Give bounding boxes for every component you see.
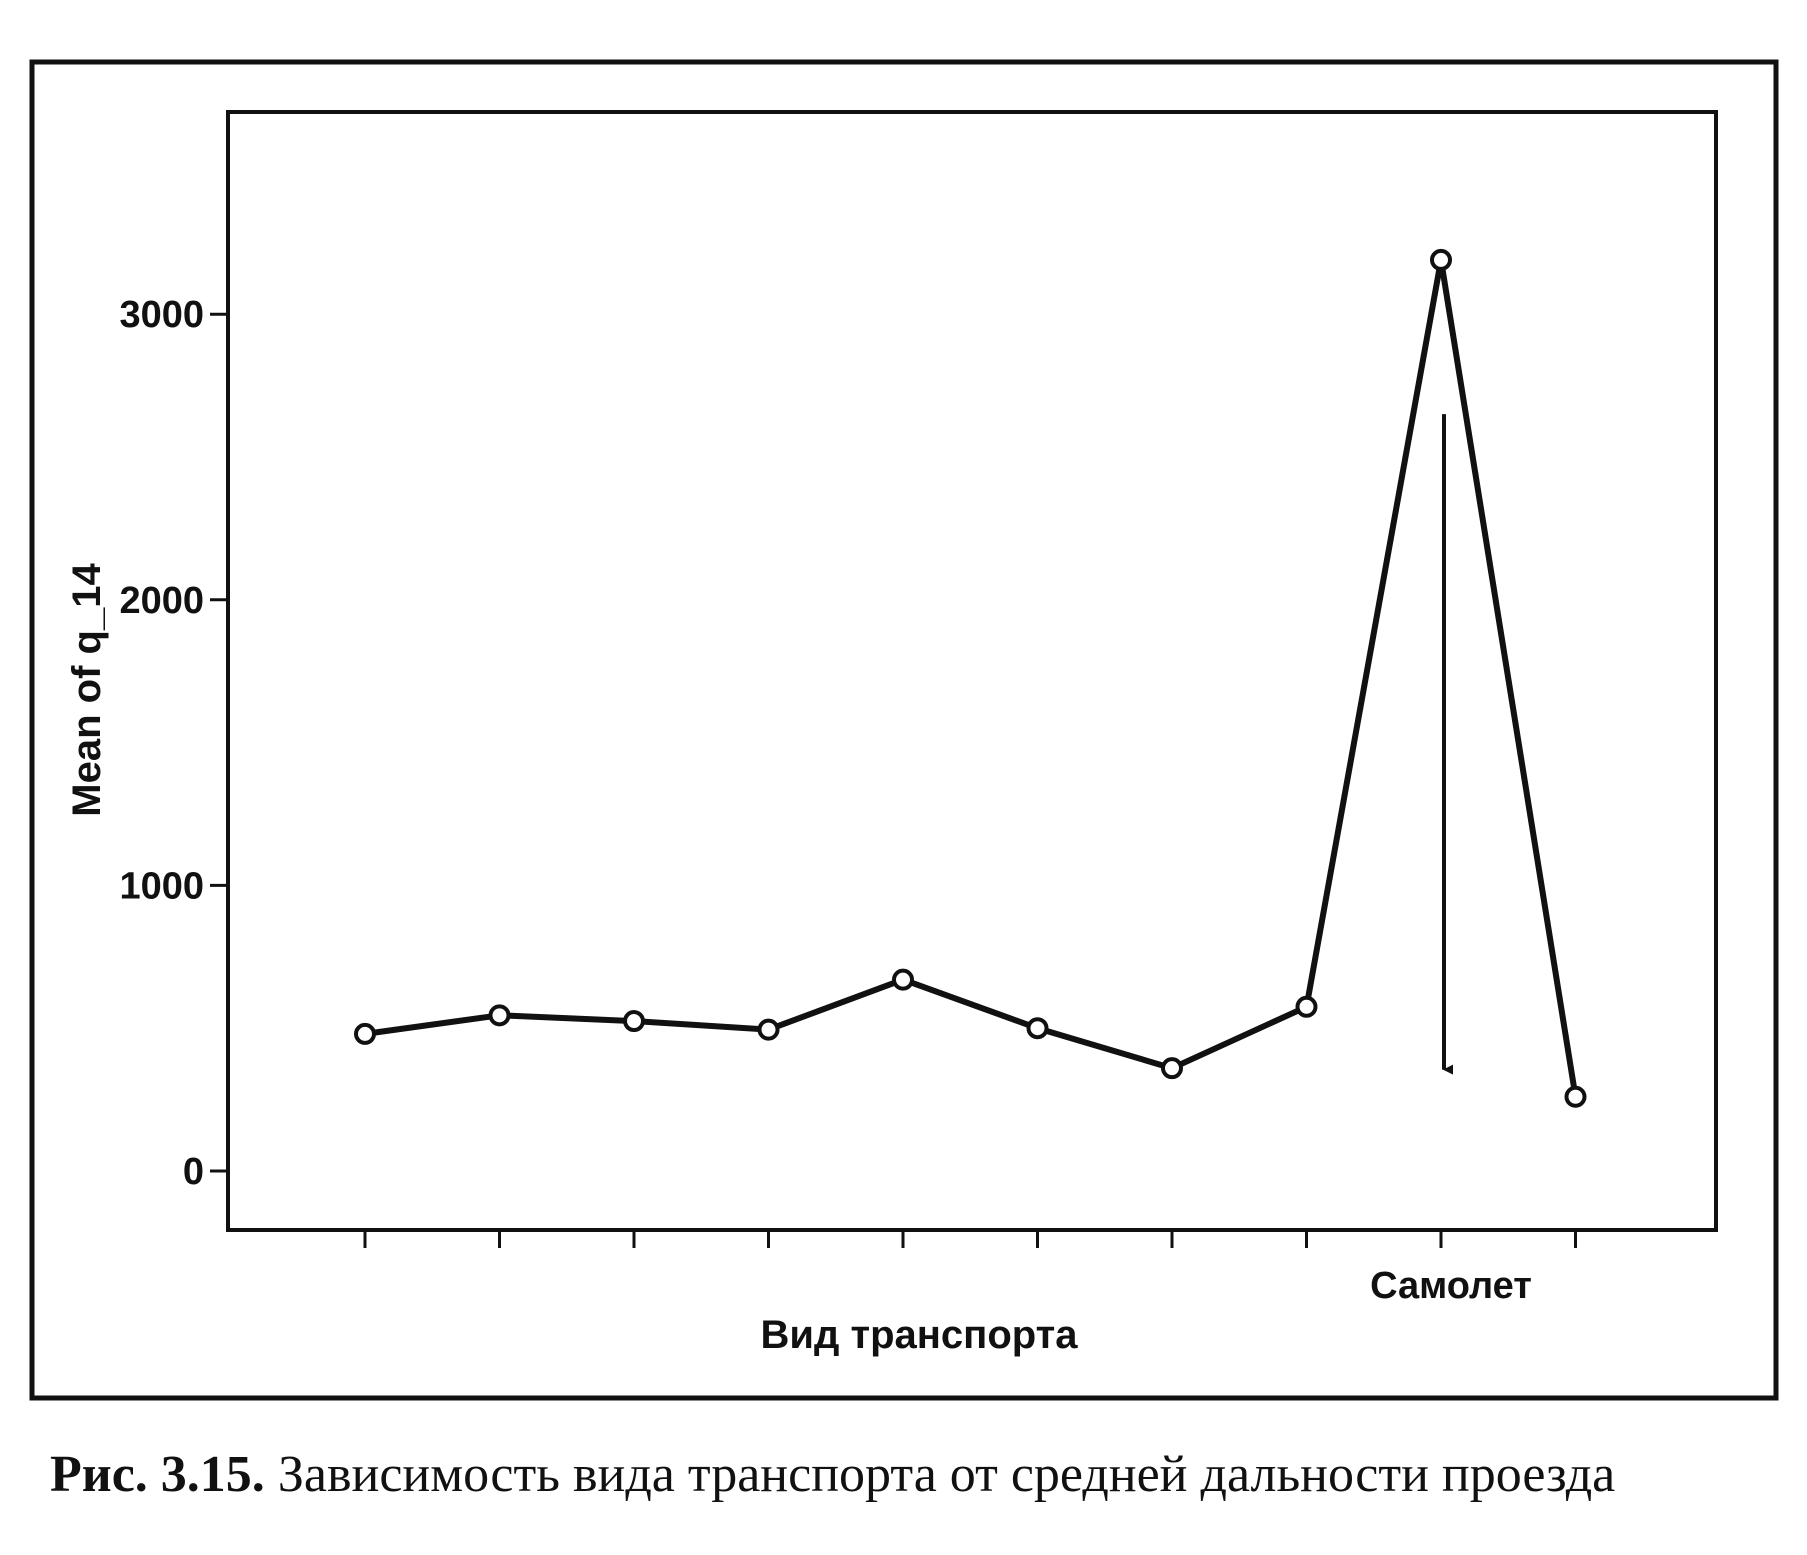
y-axis: 0 1000 2000 3000 <box>119 294 228 1193</box>
series-line <box>364 256 1579 1098</box>
y-tick-label: 3000 <box>119 294 204 336</box>
data-point <box>1430 248 1452 271</box>
figure-caption-text: Зависимость вида транспорта от средней д… <box>277 1446 1616 1503</box>
figure-caption-label: Рис. 3.15. <box>50 1446 265 1503</box>
data-point <box>1564 1085 1587 1108</box>
data-point <box>623 1010 645 1033</box>
data-point <box>1161 1057 1183 1080</box>
y-axis-title: Mean of q_14 <box>65 563 109 817</box>
outer-frame <box>29 59 1779 1401</box>
data-point <box>488 1004 511 1027</box>
data-point <box>354 1022 376 1045</box>
series-line-path <box>364 256 1579 1098</box>
y-tick-label: 1000 <box>119 865 204 907</box>
data-point <box>1295 995 1318 1018</box>
x-axis-title: Вид транспорта <box>761 1313 1079 1357</box>
y-tick-label: 0 <box>183 1151 204 1193</box>
figure-caption: Рис. 3.15. Зависимость вида транспорта о… <box>50 1440 1770 1510</box>
plot-frame <box>226 110 1718 1232</box>
y-tick-label: 2000 <box>119 580 204 622</box>
data-points <box>354 248 1587 1108</box>
data-point <box>757 1018 780 1041</box>
data-point <box>892 968 914 991</box>
x-axis: Самолет <box>363 1230 1577 1307</box>
x-tick-label: Самолет <box>1370 1265 1532 1307</box>
data-point <box>1026 1017 1049 1040</box>
